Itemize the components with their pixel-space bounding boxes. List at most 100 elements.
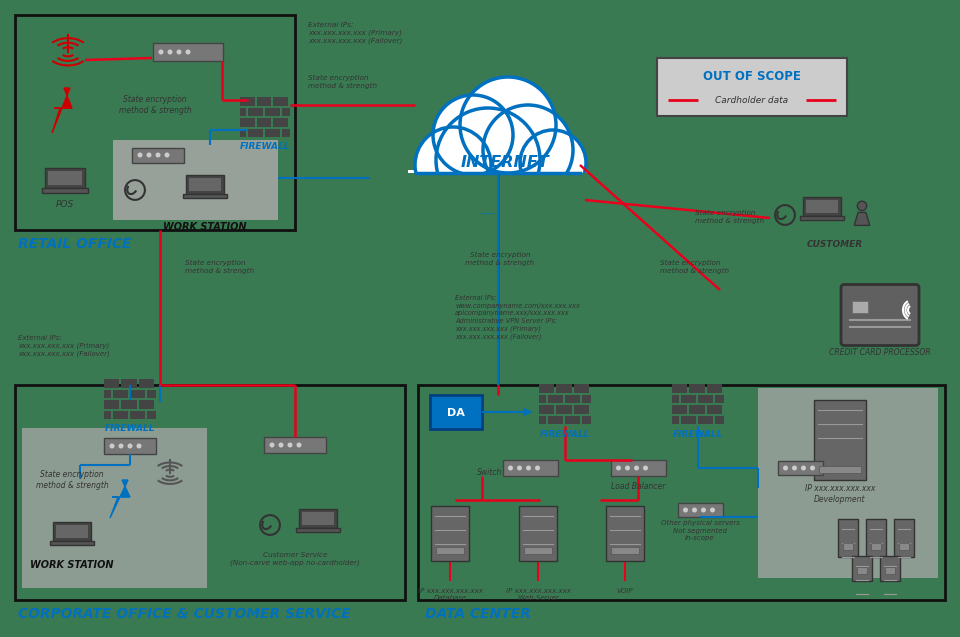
Text: FIREWALL: FIREWALL [540, 430, 590, 439]
Bar [104, 410, 110, 419]
Circle shape [270, 443, 275, 448]
Bar [104, 400, 119, 408]
Bar [281, 108, 290, 116]
Text: State encryption
method & strength: State encryption method & strength [308, 75, 377, 89]
Bar [138, 379, 154, 387]
Text: State encryption
method & strength: State encryption method & strength [119, 95, 191, 115]
Bar [265, 108, 279, 116]
Bar [53, 522, 91, 541]
Bar [803, 197, 841, 216]
Bar [281, 129, 290, 137]
Bar [814, 400, 866, 480]
Bar [189, 178, 221, 190]
Bar [256, 97, 272, 106]
Circle shape [643, 466, 648, 471]
Circle shape [167, 50, 173, 55]
Circle shape [415, 127, 491, 203]
Circle shape [109, 443, 114, 448]
Bar [565, 415, 580, 424]
Text: IP xxx.xxx.xxx.xxx
Development: IP xxx.xxx.xxx.xxx Development [804, 484, 876, 504]
Bar [42, 188, 88, 193]
Circle shape [433, 95, 513, 175]
Bar [265, 129, 279, 137]
Bar [852, 301, 868, 313]
Bar [606, 506, 644, 561]
Text: Customer Service
(Non-carve web-app no-cardholder): Customer Service (Non-carve web-app no-c… [230, 552, 360, 566]
Circle shape [177, 50, 181, 55]
Circle shape [783, 466, 788, 471]
FancyBboxPatch shape [841, 285, 919, 345]
Bar [681, 394, 696, 403]
Bar [240, 118, 254, 127]
Bar [249, 108, 263, 116]
Circle shape [156, 152, 160, 157]
Circle shape [634, 466, 639, 471]
Circle shape [710, 508, 715, 513]
Text: Cardholder data: Cardholder data [715, 96, 788, 104]
Circle shape [483, 105, 573, 195]
Bar [819, 466, 861, 473]
Bar [852, 555, 872, 580]
Bar [274, 118, 288, 127]
Text: Load Balancer: Load Balancer [611, 482, 665, 491]
Circle shape [436, 108, 540, 212]
Bar [557, 384, 571, 392]
Circle shape [128, 443, 132, 448]
Circle shape [792, 466, 797, 471]
Bar [806, 200, 838, 213]
Bar [138, 400, 154, 408]
Bar [249, 129, 263, 137]
Bar [574, 405, 588, 413]
Circle shape [118, 443, 124, 448]
Bar [672, 394, 679, 403]
Circle shape [520, 130, 586, 196]
Text: Other physical servers
Not segmented
In-scope: Other physical servers Not segmented In-… [660, 520, 739, 541]
Bar [113, 140, 278, 220]
Bar [408, 170, 588, 210]
Polygon shape [110, 480, 130, 518]
Bar [539, 415, 545, 424]
Bar [843, 543, 853, 550]
Bar [147, 389, 156, 398]
Polygon shape [52, 88, 72, 133]
Bar [539, 405, 554, 413]
Bar [112, 389, 128, 398]
Bar [574, 384, 588, 392]
Circle shape [517, 466, 522, 471]
Bar [672, 405, 687, 413]
Bar [547, 394, 563, 403]
Bar [406, 173, 590, 213]
Text: INTERNET: INTERNET [461, 155, 549, 169]
Text: FIREWALL: FIREWALL [105, 424, 156, 433]
Circle shape [164, 152, 170, 157]
Circle shape [683, 508, 688, 513]
Bar [274, 97, 288, 106]
Bar [240, 108, 247, 116]
Text: State encryption
method & strength: State encryption method & strength [36, 470, 108, 490]
Bar [130, 389, 145, 398]
Bar [104, 389, 110, 398]
Text: State encryption
method & strength: State encryption method & strength [660, 260, 730, 274]
Circle shape [137, 152, 142, 157]
Circle shape [185, 50, 190, 55]
Bar [583, 394, 591, 403]
Text: POS: POS [56, 200, 74, 209]
Circle shape [158, 50, 163, 55]
Text: State encryption
method & strength: State encryption method & strength [695, 210, 764, 224]
Text: OUT OF SCOPE: OUT OF SCOPE [703, 69, 801, 83]
Circle shape [147, 152, 152, 157]
Polygon shape [854, 212, 870, 225]
Circle shape [701, 508, 706, 513]
Text: CUSTOMER: CUSTOMER [807, 240, 863, 249]
Bar [186, 175, 224, 194]
Bar [296, 527, 340, 533]
Bar [899, 543, 909, 550]
Circle shape [801, 466, 806, 471]
Bar [121, 400, 136, 408]
Bar [240, 97, 254, 106]
Bar [256, 118, 272, 127]
Text: State encryption
method & strength: State encryption method & strength [466, 252, 535, 266]
Bar [147, 410, 156, 419]
Bar [838, 519, 858, 557]
Bar [565, 394, 580, 403]
